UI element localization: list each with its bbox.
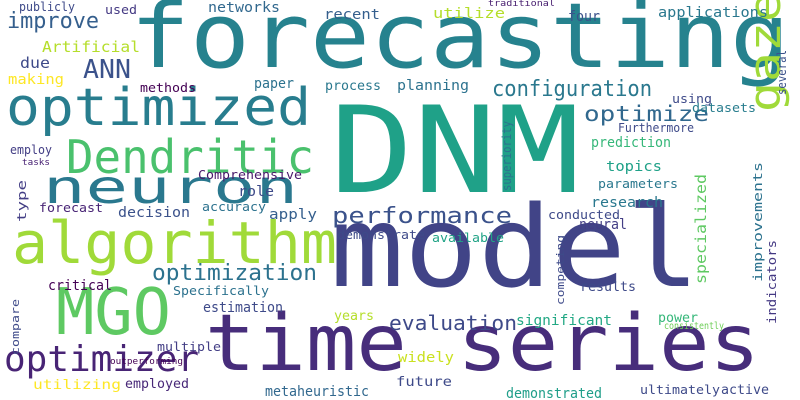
word-outperforming: outperforming xyxy=(110,357,183,367)
word-active: active xyxy=(721,383,769,398)
word-optimized: optimized xyxy=(6,78,311,138)
word-furthermore: Furthermore xyxy=(618,121,694,135)
word-research: research xyxy=(591,195,663,211)
word-process: process xyxy=(325,79,381,94)
word-making: making xyxy=(8,72,64,88)
word-employ: employ xyxy=(10,143,52,157)
word-ann: ANN xyxy=(83,55,131,85)
word-employed: employed xyxy=(125,377,189,392)
word-model: model xyxy=(330,183,700,313)
word-optimizer: optimizer xyxy=(4,339,199,380)
word-demonstrate: demonstrate xyxy=(337,228,425,242)
word-specifically: Specifically xyxy=(173,284,269,298)
word-demonstrated: demonstrated xyxy=(506,386,602,400)
word-algorithm: algorithm xyxy=(12,209,337,277)
word-specialized: specialized xyxy=(692,174,710,284)
word-widely: widely xyxy=(398,350,454,366)
word-time-series: time series xyxy=(205,299,760,389)
word-artificial: Artificial xyxy=(42,38,140,56)
word-results: results xyxy=(580,280,636,295)
word-planning: planning xyxy=(397,78,469,94)
word-due: due xyxy=(20,54,50,72)
word-dendritic: Dendritic xyxy=(66,130,314,184)
word-multiple: multiple xyxy=(157,340,221,354)
word-indicators: indicators xyxy=(765,240,779,324)
word-forecasting: forecasting xyxy=(130,0,790,89)
word-metaheuristic: metaheuristic xyxy=(265,384,369,400)
word-comprehensive: Comprehensive xyxy=(198,168,302,182)
word-configuration: configuration xyxy=(492,77,652,102)
word-used: used xyxy=(105,3,137,17)
word-estimation: estimation xyxy=(203,300,283,316)
word-accuracy: accuracy xyxy=(202,200,266,214)
word-available: available xyxy=(432,231,504,245)
word-topics: topics xyxy=(606,159,662,175)
word-critical: critical xyxy=(48,278,112,294)
word-performance: performance xyxy=(332,204,512,229)
word-dnm: DNM xyxy=(330,82,580,221)
word-publicly: publicly xyxy=(19,0,75,14)
word-apply: apply xyxy=(269,207,317,223)
word-optimization: optimization xyxy=(152,261,317,286)
word-neuron: neuron xyxy=(43,160,298,214)
word-significant: significant xyxy=(516,313,612,329)
word-forecast: forecast xyxy=(39,201,103,215)
word-paper: paper xyxy=(254,76,294,92)
word-competing: competing xyxy=(554,235,567,305)
word-conducted: conducted xyxy=(548,208,620,222)
word-power: power xyxy=(658,311,698,326)
word-compare: compare xyxy=(9,299,22,355)
word-recent: recent xyxy=(324,7,380,23)
word-using: using xyxy=(672,92,712,106)
word-decision: decision xyxy=(118,205,190,221)
word-consistently: consistently xyxy=(664,321,724,332)
word-ultimately: ultimately xyxy=(640,383,720,397)
word-improvements: improvements xyxy=(751,162,765,282)
word-evaluation: evaluation xyxy=(389,311,517,335)
word-several: several xyxy=(775,50,789,95)
word-utilizing: utilizing xyxy=(33,378,121,393)
word-utilize: utilize xyxy=(433,6,505,22)
word-applications: applications xyxy=(658,5,768,21)
word-datasets: datasets xyxy=(692,101,756,115)
word-four: four xyxy=(568,9,600,25)
word-improve: improve xyxy=(7,9,99,34)
word-years: years xyxy=(334,309,374,324)
word-parameters: parameters xyxy=(598,177,678,191)
word-role: role xyxy=(238,184,274,200)
word-future: future xyxy=(396,375,452,390)
word-networks: networks xyxy=(208,0,280,16)
word-type: type xyxy=(15,180,29,222)
word-tasks: tasks xyxy=(22,158,50,168)
word-prediction: prediction xyxy=(591,135,671,151)
word-superiority: superiority xyxy=(500,121,514,191)
word-neural: neural xyxy=(579,217,627,233)
word-optimize: optimize xyxy=(584,102,709,126)
word-mgo: MGO xyxy=(56,276,171,350)
word-traditional: traditional xyxy=(488,0,555,9)
word-methods: methods xyxy=(140,81,196,95)
